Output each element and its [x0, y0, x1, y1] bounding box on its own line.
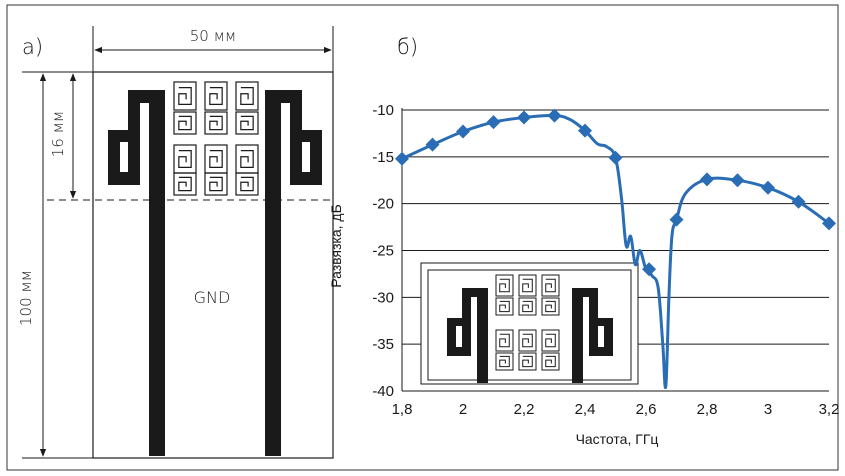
panel-a-label: а): [22, 35, 43, 59]
data-point-marker: [642, 262, 657, 277]
panel-b: б) -10 -15 -20 -25 -30 -35 -40 1,8 2 2,2 2,4 2,6 2,…: [328, 35, 839, 447]
y-tick-label: -20: [372, 196, 394, 213]
x-tick-labels: 1,8 2 2,2 2,4 2,6 2,8 3 3,2: [392, 401, 840, 418]
panel-b-label: б): [397, 35, 418, 59]
left-antenna: [108, 90, 165, 456]
outer-frame: [6, 4, 839, 471]
height-dimension-label: 100 мм: [17, 270, 35, 326]
board-outline: [92, 71, 334, 459]
inset-antenna-diagram: [420, 262, 639, 385]
data-point-marker: [547, 108, 562, 123]
y-tick-labels: -10 -15 -20 -25 -30 -35 -40: [372, 102, 394, 400]
data-point-marker: [517, 110, 531, 125]
data-point-marker: [822, 216, 836, 231]
data-point-marker: [700, 172, 714, 187]
data-point-marker: [456, 124, 470, 139]
data-point-marker: [425, 137, 440, 152]
slot-dimension-label: 16 мм: [49, 111, 67, 158]
y-tick-label: -30: [372, 289, 394, 306]
curve-markers: [395, 108, 836, 277]
y-axis-title: Развязка, дБ: [328, 204, 344, 288]
x-tick-label: 2: [459, 401, 467, 418]
x-tick-label: 2,8: [697, 401, 718, 418]
y-tick-label: -10: [372, 102, 394, 119]
x-tick-label: 2,4: [575, 401, 596, 418]
y-tick-label: -35: [372, 336, 394, 353]
data-point-marker: [578, 123, 592, 138]
width-dimension-label: 50 мм: [190, 27, 237, 45]
x-tick-label: 1,8: [392, 401, 413, 418]
gnd-label: GND: [194, 288, 231, 307]
x-axis-title: Частота, ГГц: [576, 431, 659, 447]
data-point-marker: [608, 150, 623, 165]
data-point-marker: [486, 115, 501, 130]
x-tick-label: 2,6: [636, 401, 657, 418]
data-point-marker: [669, 212, 684, 227]
data-point-marker: [730, 173, 745, 188]
x-tick-label: 2,2: [514, 401, 535, 418]
y-tick-label: -40: [372, 383, 394, 400]
data-point-marker: [395, 151, 409, 166]
y-tick-label: -15: [372, 149, 394, 166]
data-point-marker: [761, 180, 775, 195]
data-point-marker: [791, 194, 806, 209]
y-tick-label: -25: [372, 243, 394, 260]
x-tick-label: 3,2: [819, 401, 840, 418]
right-antenna: [265, 90, 322, 456]
x-tick-label: 3: [764, 401, 772, 418]
panel-a: а) 50 мм 100 мм 16 мм: [17, 26, 335, 459]
metamaterial-cells: [173, 81, 259, 196]
